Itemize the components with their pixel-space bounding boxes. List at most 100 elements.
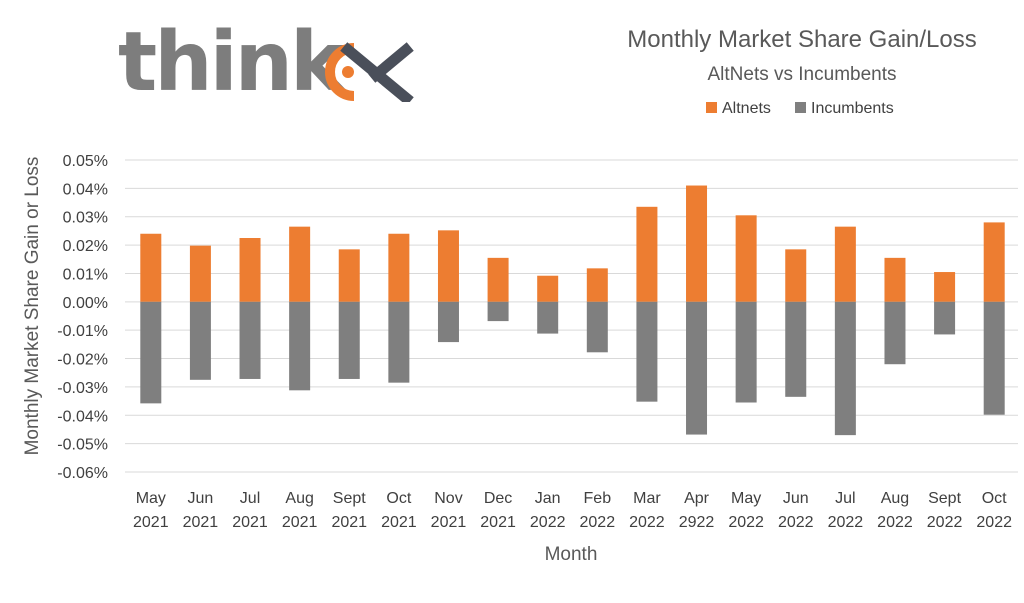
x-tick-year: 2021 — [232, 514, 268, 531]
bar-altnets-15 — [884, 257, 906, 302]
x-tick-month: Nov — [434, 490, 462, 507]
logo-wordmark: think — [118, 15, 345, 110]
bars — [140, 185, 1005, 436]
x-tick-year: 2021 — [331, 514, 367, 531]
bar-incumbents-6 — [437, 301, 459, 343]
gridlines — [125, 159, 1018, 473]
bar-incumbents-13 — [785, 301, 807, 397]
y-tick-label: -0.02% — [57, 352, 108, 369]
y-tick-label: 0.01% — [63, 266, 108, 283]
bar-incumbents-16 — [934, 301, 956, 335]
y-tick-label: 0.03% — [63, 210, 108, 227]
bar-incumbents-12 — [735, 301, 757, 403]
bar-incumbents-14 — [834, 301, 856, 436]
x-tick-month: Jan — [535, 490, 561, 507]
bar-altnets-0 — [140, 233, 162, 302]
y-tick-label: -0.03% — [57, 380, 108, 397]
y-tick-label: 0.05% — [63, 153, 108, 170]
x-tick-month: Feb — [584, 490, 612, 507]
y-tick-label: 0.02% — [63, 238, 108, 255]
bar-altnets-8 — [537, 275, 559, 302]
x-tick-year: 2021 — [381, 514, 417, 531]
bar-incumbents-5 — [388, 301, 410, 383]
legend-swatch-altnets — [706, 102, 717, 113]
x-tick-year: 2022 — [580, 514, 616, 531]
bar-altnets-11 — [686, 185, 708, 302]
y-tick-label: 0.00% — [63, 295, 108, 312]
x-tick-month: Dec — [484, 490, 512, 507]
x-tick-month: Apr — [684, 490, 710, 507]
bar-incumbents-11 — [686, 301, 708, 435]
bar-incumbents-15 — [884, 301, 906, 365]
legend-label-incumbents: Incumbents — [811, 100, 894, 117]
x-tick-year: 2022 — [877, 514, 913, 531]
bar-altnets-13 — [785, 249, 807, 302]
x-tick-month: Oct — [386, 490, 411, 507]
x-tick-year: 2021 — [431, 514, 467, 531]
bar-altnets-5 — [388, 233, 410, 302]
x-tick-month: Sept — [928, 490, 961, 507]
x-tick-month: Aug — [881, 490, 909, 507]
x-tick-month: Sept — [333, 490, 366, 507]
x-tick-year: 2021 — [480, 514, 516, 531]
chart-title: Monthly Market Share Gain/Loss — [627, 26, 977, 53]
x-tick-month: Jul — [835, 490, 855, 507]
bar-altnets-6 — [437, 230, 459, 302]
bar-incumbents-1 — [189, 301, 211, 380]
x-tick-month: May — [731, 490, 761, 507]
x-tick-year: 2021 — [183, 514, 219, 531]
bar-incumbents-9 — [586, 301, 608, 353]
legend-swatch-incumbents — [795, 102, 806, 113]
x-tick-year: 2022 — [976, 514, 1012, 531]
bar-altnets-2 — [239, 238, 261, 302]
y-tick-label: -0.05% — [57, 437, 108, 454]
bar-altnets-10 — [636, 206, 658, 302]
y-tick-label: -0.01% — [57, 323, 108, 340]
x-tick-month: Jul — [240, 490, 260, 507]
x-tick-year: 2022 — [728, 514, 764, 531]
bar-altnets-14 — [834, 226, 856, 302]
x-axis-ticks: May 2021 Jun 2021 Jul 2021 Aug 2021 Sept 2021 Oct 2… — [133, 490, 1012, 531]
y-axis-label: Monthly Market Share Gain or Loss — [22, 157, 43, 456]
y-tick-label: -0.04% — [57, 408, 108, 425]
bar-incumbents-10 — [636, 301, 658, 402]
x-tick-month: Jun — [188, 490, 214, 507]
bar-altnets-16 — [934, 272, 956, 302]
bar-altnets-12 — [735, 215, 757, 302]
logo-x-mark-icon — [325, 42, 414, 102]
bar-altnets-4 — [338, 249, 360, 302]
chart-subtitle: AltNets vs Incumbents — [707, 64, 896, 85]
x-tick-year: 2922 — [679, 514, 715, 531]
x-tick-month: Jun — [783, 490, 809, 507]
x-tick-month: May — [136, 490, 166, 507]
y-tick-label: 0.04% — [63, 181, 108, 198]
x-tick-month: Oct — [982, 490, 1007, 507]
bar-incumbents-17 — [983, 301, 1005, 415]
x-tick-year: 2022 — [778, 514, 814, 531]
legend-label-altnets: Altnets — [722, 100, 771, 117]
x-tick-year: 2021 — [282, 514, 318, 531]
x-tick-year: 2022 — [828, 514, 864, 531]
x-tick-year: 2022 — [530, 514, 566, 531]
bar-altnets-3 — [289, 226, 311, 302]
x-tick-month: Aug — [285, 490, 313, 507]
legend: Altnets Incumbents — [706, 100, 894, 117]
bar-incumbents-2 — [239, 301, 261, 379]
x-tick-year: 2022 — [629, 514, 665, 531]
bar-altnets-9 — [586, 268, 608, 302]
x-tick-year: 2022 — [927, 514, 963, 531]
y-axis-ticks: 0.05% 0.04% 0.03% 0.02% 0.01% 0.00% -0.01% -0.0… — [57, 153, 108, 482]
bar-altnets-7 — [487, 257, 509, 302]
bar-altnets-17 — [983, 222, 1005, 302]
bar-incumbents-4 — [338, 301, 360, 379]
thinkx-logo: think — [118, 18, 428, 108]
bar-incumbents-0 — [140, 301, 162, 404]
bar-incumbents-3 — [289, 301, 311, 391]
bar-incumbents-7 — [487, 301, 509, 322]
bar-incumbents-8 — [537, 301, 559, 334]
x-axis-label: Month — [545, 544, 598, 565]
bar-altnets-1 — [189, 245, 211, 302]
x-tick-month: Mar — [633, 490, 661, 507]
y-tick-label: -0.06% — [57, 465, 108, 482]
